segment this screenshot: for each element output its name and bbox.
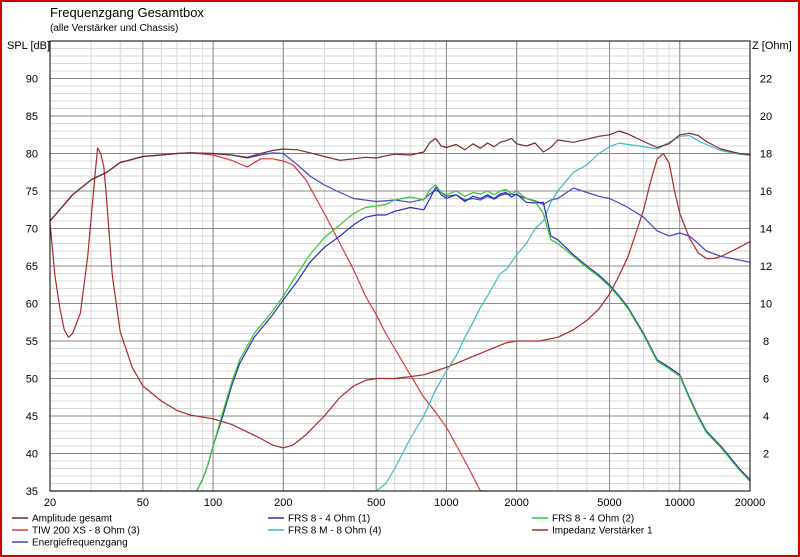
- y-right-tick-label: 18: [760, 149, 772, 161]
- y-right-tick-label: 10: [760, 299, 772, 311]
- chart-subtitle: (alle Verstärker und Chassis): [50, 23, 178, 34]
- y-right-tick-label: 8: [763, 336, 769, 348]
- y-right-tick-label: 2: [763, 449, 769, 461]
- y-right-tick-label: 20: [760, 111, 772, 123]
- y-left-tick-label: 50: [26, 374, 38, 386]
- y-right-tick-label: 4: [763, 411, 769, 423]
- series-line-2: [196, 186, 751, 492]
- y-left-tick-label: 55: [26, 336, 38, 348]
- y-left-tick-label: 65: [26, 261, 38, 273]
- legend: Amplitude gesamt FRS 8 - 4 Ohm (1) FRS 8 -…: [12, 514, 653, 549]
- x-tick-label: 10000: [664, 497, 695, 509]
- y-left-tick-label: 35: [26, 486, 38, 498]
- plot-border: [49, 40, 751, 492]
- series-line-0: [49, 130, 751, 222]
- y-right-axis-label: Z [Ohm]: [752, 40, 792, 52]
- y-left-tick-label: 70: [26, 224, 38, 236]
- series-line-3: [50, 134, 751, 492]
- y-left-tick-label: 75: [26, 186, 38, 198]
- x-tick-label: 1000: [434, 497, 458, 509]
- y-left-tick-label: 40: [26, 449, 38, 461]
- y-right-tick-label: 16: [760, 186, 772, 198]
- x-tick-label: 100: [204, 497, 222, 509]
- y-left-tick-label: 85: [26, 111, 38, 123]
- x-tick-label: 50: [137, 497, 149, 509]
- legend-label: Impedanz Verstärker 1: [552, 526, 653, 537]
- chart-title: Frequenzgang Gesamtbox: [50, 5, 204, 20]
- y-left-tick-label: 80: [26, 149, 38, 161]
- y-right-tick-label: 6: [763, 374, 769, 386]
- y-right-tick-label: 22: [760, 74, 772, 86]
- tick-labels: 20 50 100 200 500 1000 2000 5000 10000 20000 35 40 4…: [26, 74, 772, 510]
- legend-label: TIW 200 XS - 8 Ohm (3): [32, 526, 140, 537]
- legend-label: FRS 8 - 4 Ohm (1): [288, 514, 370, 525]
- y-left-tick-label: 45: [26, 411, 38, 423]
- y-right-tick-label: 12: [760, 261, 772, 273]
- x-tick-label: 20: [44, 497, 56, 509]
- x-tick-label: 500: [367, 497, 385, 509]
- series-layer: [49, 130, 751, 492]
- legend-label: Energiefrequenzgang: [32, 538, 128, 549]
- y-left-tick-label: 90: [26, 74, 38, 86]
- x-tick-label: 20000: [735, 497, 766, 509]
- series-line-6: [49, 147, 751, 449]
- x-tick-label: 200: [274, 497, 292, 509]
- y-left-axis-label: SPL [dB]: [7, 40, 50, 52]
- x-tick-label: 2000: [504, 497, 528, 509]
- x-tick-label: 5000: [597, 497, 621, 509]
- legend-label: Amplitude gesamt: [32, 514, 112, 525]
- legend-label: FRS 8 - 4 Ohm (2): [552, 514, 634, 525]
- series-line-5: [196, 184, 751, 492]
- y-right-tick-label: 14: [760, 224, 772, 236]
- y-left-tick-label: 60: [26, 299, 38, 311]
- legend-label: FRS 8 M - 8 Ohm (4): [288, 526, 381, 537]
